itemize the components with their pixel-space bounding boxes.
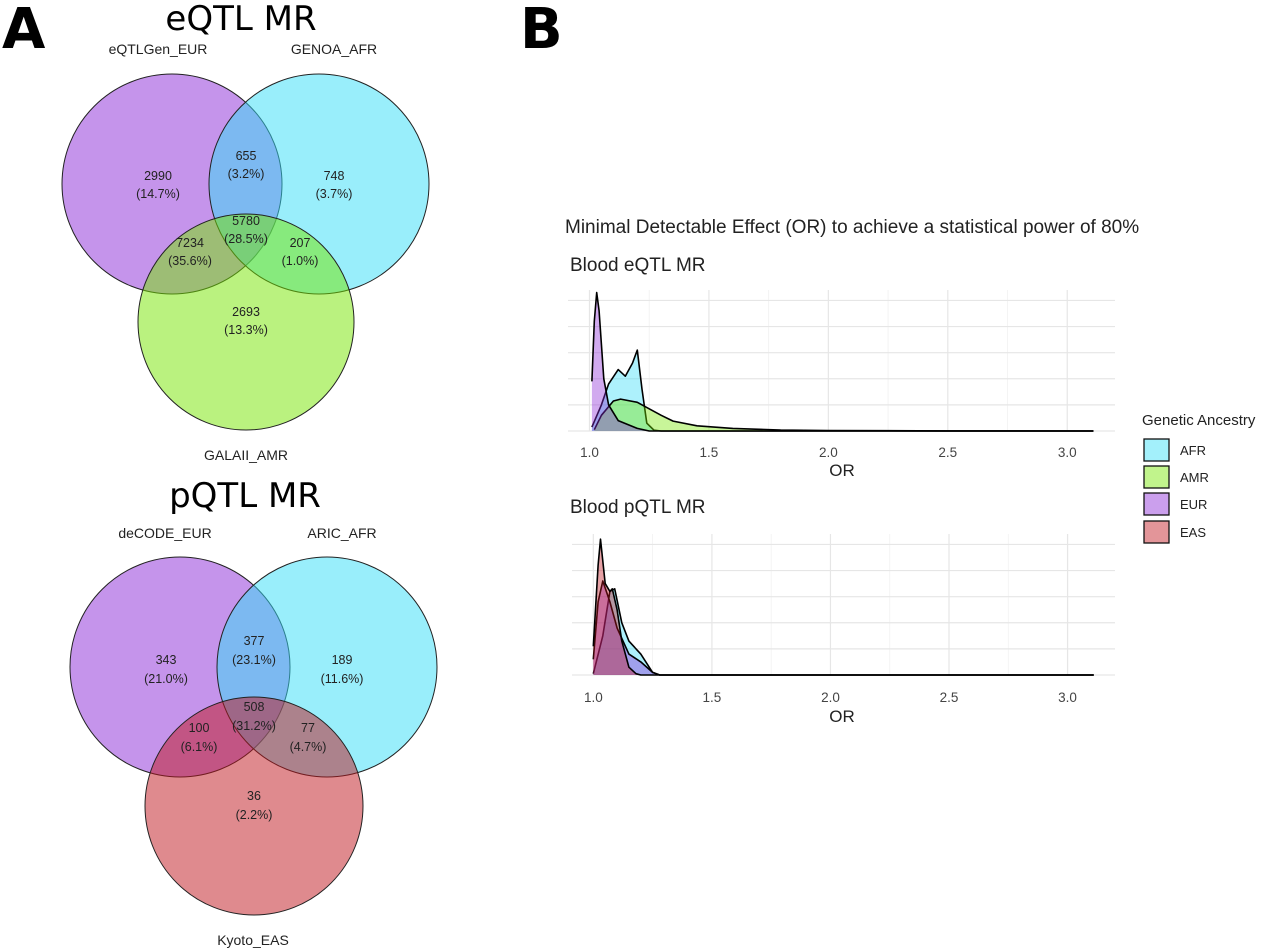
- set-label-genoa-afr: GENOA_AFR: [291, 41, 377, 57]
- eqtl-venn-title: eQTL MR: [165, 0, 316, 39]
- x-axis-ticks-pqtl: 1.0 1.5 2.0 2.5 3.0: [584, 690, 1077, 705]
- region-percent: (21.0%): [144, 672, 188, 686]
- x-tick-label: 1.5: [703, 690, 722, 705]
- x-tick-label: 1.5: [700, 445, 719, 460]
- density-area-amr: [594, 399, 1094, 431]
- legend-key-eur: [1143, 492, 1170, 516]
- pqtl-venn: pQTL MR deCODE_EUR ARIC_AFR Kyoto_EAS 34…: [69, 476, 438, 948]
- x-tick-label: 2.5: [938, 445, 957, 460]
- set-label-eqtlgen-eur: eQTLGen_EUR: [109, 41, 208, 57]
- eqtl-venn: eQTL MR eQTLGen_EUR GENOA_AFR GALAII_AMR…: [61, 0, 430, 463]
- region-count: 5780: [232, 214, 260, 228]
- region-count: 100: [189, 721, 210, 735]
- region-count: 655: [236, 149, 257, 163]
- region-count: 377: [244, 634, 265, 648]
- region-count: 189: [332, 653, 353, 667]
- region-count: 748: [324, 169, 345, 183]
- density-chart-eqtl: Blood eQTL MR 1.0 1.5 2.0 2.5 3.0 OR: [568, 255, 1115, 480]
- region-percent: (6.1%): [181, 740, 218, 754]
- density-area-afr: [593, 588, 1094, 675]
- region-percent: (14.7%): [136, 187, 180, 201]
- set-label-aric-afr: ARIC_AFR: [307, 525, 376, 541]
- region-percent: (31.2%): [232, 719, 276, 733]
- region-count: 2990: [144, 169, 172, 183]
- density-area-eas: [593, 539, 1094, 675]
- x-tick-label: 2.0: [821, 690, 840, 705]
- region-percent: (23.1%): [232, 653, 276, 667]
- region-count: 2693: [232, 305, 260, 319]
- region-percent: (2.2%): [236, 808, 273, 822]
- density-area-afr: [591, 350, 1094, 431]
- x-tick-label: 3.0: [1058, 690, 1077, 705]
- legend-key-eas: [1143, 520, 1170, 544]
- density-line-afr: [592, 588, 1094, 676]
- legend-label-eur: EUR: [1180, 497, 1207, 512]
- plot-area-pqtl: [572, 534, 1115, 676]
- legend-title: Genetic Ancestry: [1142, 412, 1256, 429]
- panel-a-letter: A: [2, 0, 46, 62]
- region-count: 207: [290, 236, 311, 250]
- region-percent: (3.2%): [228, 167, 265, 181]
- legend: Genetic Ancestry AFR AMR EUR EAS: [1142, 412, 1256, 544]
- venn-circle-galaii-amr: [137, 213, 355, 431]
- legend-label-eas: EAS: [1180, 525, 1206, 540]
- region-count: 77: [301, 721, 315, 735]
- region-percent: (13.3%): [224, 323, 268, 337]
- region-percent: (4.7%): [290, 740, 327, 754]
- region-count: 7234: [176, 236, 204, 250]
- region-count: 508: [244, 700, 265, 714]
- density-line-eur: [591, 291, 1094, 432]
- x-tick-label: 1.0: [580, 445, 599, 460]
- pqtl-venn-title: pQTL MR: [169, 476, 321, 516]
- set-label-galaii-amr: GALAII_AMR: [204, 447, 288, 463]
- x-tick-label: 1.0: [584, 690, 603, 705]
- legend-label-amr: AMR: [1180, 470, 1209, 485]
- region-percent: (1.0%): [282, 254, 319, 268]
- panel-b-letter: B: [520, 0, 563, 62]
- region-percent: (3.7%): [316, 187, 353, 201]
- x-axis-title-eqtl: OR: [829, 461, 855, 480]
- region-percent: (35.6%): [168, 254, 212, 268]
- x-tick-label: 3.0: [1058, 445, 1077, 460]
- legend-key-amr: [1143, 465, 1170, 489]
- facet-title-eqtl: Blood eQTL MR: [570, 255, 706, 276]
- region-percent: (11.6%): [321, 672, 364, 686]
- x-axis-ticks-eqtl: 1.0 1.5 2.0 2.5 3.0: [580, 445, 1077, 460]
- density-area-eur: [591, 292, 1094, 431]
- density-area-eur: [593, 581, 1094, 675]
- x-axis-title-pqtl: OR: [829, 707, 855, 726]
- facet-title-pqtl: Blood pQTL MR: [570, 497, 706, 518]
- x-tick-label: 2.0: [819, 445, 838, 460]
- region-count: 36: [247, 789, 261, 803]
- region-percent: (28.5%): [224, 232, 268, 246]
- density-chart-pqtl: Blood pQTL MR 1.0 1.5 2.0 2.5 3.0 OR: [570, 497, 1115, 726]
- panel-b-title: Minimal Detectable Effect (OR) to achiev…: [565, 217, 1139, 238]
- region-count: 343: [156, 653, 177, 667]
- venn-circle-kyoto-eas: [144, 696, 364, 916]
- x-tick-label: 2.5: [940, 690, 959, 705]
- density-line-eas: [592, 538, 1094, 676]
- density-line-eur: [592, 580, 1094, 676]
- legend-key-afr: [1143, 438, 1170, 462]
- set-label-decode-eur: deCODE_EUR: [118, 525, 211, 541]
- legend-label-afr: AFR: [1180, 443, 1206, 458]
- plot-area-eqtl: [568, 290, 1115, 432]
- set-label-kyoto-eas: Kyoto_EAS: [217, 932, 289, 948]
